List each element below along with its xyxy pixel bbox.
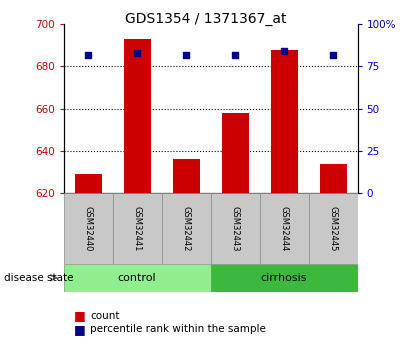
Text: percentile rank within the sample: percentile rank within the sample: [90, 325, 266, 334]
Bar: [124, 39, 151, 193]
Bar: [211, 193, 260, 264]
Text: disease state: disease state: [4, 273, 74, 283]
Bar: [162, 193, 211, 264]
Point: [330, 52, 336, 57]
Text: ■: ■: [74, 323, 86, 336]
Point: [134, 50, 141, 56]
Text: GSM32441: GSM32441: [133, 206, 142, 251]
Bar: [260, 193, 309, 264]
Bar: [64, 193, 113, 264]
Bar: [64, 264, 210, 292]
Text: GSM32443: GSM32443: [231, 206, 240, 251]
Text: ■: ■: [74, 309, 86, 322]
Text: GDS1354 / 1371367_at: GDS1354 / 1371367_at: [125, 12, 286, 26]
Text: control: control: [118, 273, 157, 283]
Bar: [75, 174, 102, 193]
Text: GSM32445: GSM32445: [328, 206, 337, 251]
Text: cirrhosis: cirrhosis: [261, 273, 307, 283]
Point: [183, 52, 189, 57]
Bar: [222, 113, 249, 193]
Text: GSM32444: GSM32444: [279, 206, 289, 251]
Bar: [113, 193, 162, 264]
Point: [85, 52, 92, 57]
Point: [281, 48, 287, 54]
Text: GSM32442: GSM32442: [182, 206, 191, 251]
Text: count: count: [90, 311, 120, 321]
Bar: [320, 164, 346, 193]
Bar: [309, 193, 358, 264]
Bar: [270, 49, 298, 193]
Text: GSM32440: GSM32440: [84, 206, 93, 251]
Bar: [173, 159, 200, 193]
Point: [232, 52, 238, 57]
Bar: [211, 264, 358, 292]
